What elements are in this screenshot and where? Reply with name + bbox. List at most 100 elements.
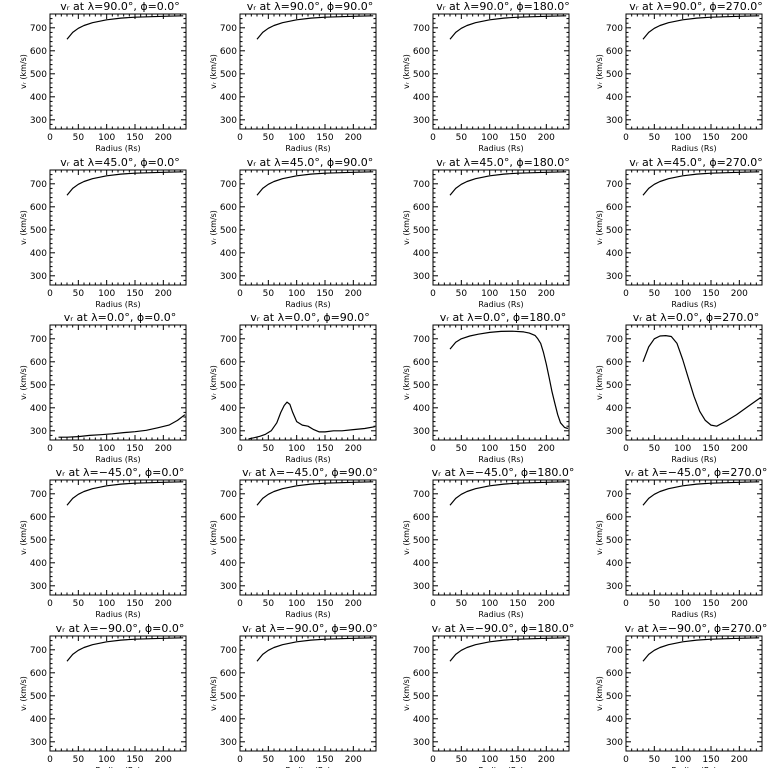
- x-tick-label: 150: [126, 444, 143, 454]
- x-tick-label: 200: [155, 289, 172, 299]
- x-tick-label: 50: [456, 289, 468, 299]
- y-tick-label: 300: [606, 116, 623, 126]
- x-tick-label: 200: [345, 599, 362, 609]
- x-tick-label: 100: [288, 444, 305, 454]
- x-tick-label: 200: [345, 289, 362, 299]
- y-axis-label: vᵣ (km/s): [402, 365, 411, 400]
- plot-frame: [625, 13, 763, 130]
- y-tick-label: 600: [413, 513, 430, 523]
- series-line: [256, 15, 374, 40]
- y-tick-label: 700: [606, 646, 623, 656]
- x-tick-label: 200: [538, 444, 555, 454]
- y-tick-label: 400: [220, 93, 237, 103]
- y-tick-label: 400: [606, 93, 623, 103]
- y-tick-label: 700: [413, 24, 430, 34]
- chart-title: vᵣ at λ=45.0°, ϕ=90.0°: [247, 156, 374, 169]
- x-tick-label: 50: [73, 444, 85, 454]
- y-tick-label: 500: [413, 70, 430, 80]
- x-tick-label: 150: [702, 444, 719, 454]
- x-tick-label: 200: [345, 755, 362, 765]
- x-tick-label: 100: [674, 289, 691, 299]
- x-tick-label: 0: [47, 133, 53, 143]
- y-tick-label: 300: [30, 427, 47, 437]
- x-axis-label: Radius (Rs): [671, 300, 716, 309]
- y-tick-label: 400: [220, 249, 237, 259]
- chart-title: vᵣ at λ=90.0°, ϕ=180.0°: [436, 0, 570, 13]
- y-tick-label: 300: [220, 272, 237, 282]
- x-tick-label: 100: [674, 444, 691, 454]
- x-tick-label: 50: [73, 289, 85, 299]
- y-axis-label: vᵣ (km/s): [595, 54, 604, 89]
- series-line: [66, 637, 184, 662]
- x-tick-label: 0: [430, 444, 436, 454]
- y-tick-label: 700: [30, 335, 47, 345]
- y-tick-label: 400: [413, 715, 430, 725]
- x-tick-label: 150: [126, 289, 143, 299]
- y-axis-label: vᵣ (km/s): [19, 365, 28, 400]
- series-line: [58, 414, 186, 438]
- y-tick-label: 300: [220, 116, 237, 126]
- x-tick-label: 100: [481, 289, 498, 299]
- plot-frame: [432, 635, 570, 752]
- y-axis-label: vᵣ (km/s): [595, 210, 604, 245]
- plot-frame: [625, 479, 763, 596]
- x-tick-label: 100: [288, 133, 305, 143]
- chart-panel: vᵣ at λ=45.0°, ϕ=90.0° 0 50 100 150 200 300 400…: [209, 156, 377, 309]
- x-tick-label: 0: [237, 444, 243, 454]
- series-line: [642, 335, 762, 427]
- x-tick-label: 50: [456, 444, 468, 454]
- chart-title: vᵣ at λ=45.0°, ϕ=180.0°: [436, 156, 570, 169]
- series-line: [256, 481, 374, 506]
- x-tick-label: 0: [430, 599, 436, 609]
- x-tick-label: 50: [73, 755, 85, 765]
- y-axis-label: vᵣ (km/s): [402, 676, 411, 711]
- plot-frame: [432, 13, 570, 130]
- x-tick-label: 0: [237, 599, 243, 609]
- series-line: [642, 171, 760, 196]
- y-tick-label: 500: [220, 226, 237, 236]
- x-tick-label: 0: [623, 755, 629, 765]
- y-tick-label: 600: [30, 47, 47, 57]
- x-tick-label: 50: [263, 133, 275, 143]
- x-tick-label: 100: [98, 755, 115, 765]
- x-tick-label: 0: [47, 289, 53, 299]
- x-tick-label: 50: [263, 599, 275, 609]
- plot-frame: [239, 324, 377, 441]
- chart-panel: vᵣ at λ=−90.0°, ϕ=0.0° 0 50 100 150 200 300 400…: [19, 622, 187, 768]
- chart-title: vᵣ at λ=−90.0°, ϕ=180.0°: [432, 622, 575, 635]
- plot-frame: [239, 635, 377, 752]
- x-axis-label: Radius (Rs): [285, 766, 330, 768]
- x-tick-label: 100: [288, 599, 305, 609]
- x-tick-label: 50: [456, 599, 468, 609]
- x-tick-label: 100: [98, 444, 115, 454]
- x-axis-label: Radius (Rs): [285, 455, 330, 464]
- x-tick-label: 100: [288, 289, 305, 299]
- x-tick-label: 150: [126, 133, 143, 143]
- y-tick-label: 400: [413, 559, 430, 569]
- x-tick-label: 200: [731, 444, 748, 454]
- y-tick-label: 500: [606, 536, 623, 546]
- x-tick-label: 0: [623, 599, 629, 609]
- y-tick-label: 500: [413, 226, 430, 236]
- plot-frame: [625, 635, 763, 752]
- chart-title: vᵣ at λ=45.0°, ϕ=0.0°: [60, 156, 180, 169]
- y-tick-label: 700: [30, 646, 47, 656]
- chart-title: vᵣ at λ=90.0°, ϕ=270.0°: [629, 0, 763, 13]
- x-axis-label: Radius (Rs): [478, 766, 523, 768]
- chart-title: vᵣ at λ=0.0°, ϕ=90.0°: [250, 311, 370, 324]
- y-tick-label: 700: [220, 180, 237, 190]
- x-tick-label: 150: [509, 133, 526, 143]
- y-axis-label: vᵣ (km/s): [209, 365, 218, 400]
- x-axis-label: Radius (Rs): [478, 144, 523, 153]
- x-tick-label: 50: [649, 289, 661, 299]
- x-tick-label: 200: [345, 444, 362, 454]
- y-tick-label: 300: [220, 427, 237, 437]
- y-tick-label: 400: [413, 93, 430, 103]
- y-tick-label: 600: [220, 47, 237, 57]
- chart-panel: vᵣ at λ=0.0°, ϕ=180.0° 0 50 100 150 200 300 400…: [402, 311, 570, 464]
- y-tick-label: 600: [30, 513, 47, 523]
- chart-panel: vᵣ at λ=−45.0°, ϕ=180.0° 0 50 100 150 200 300 4…: [402, 466, 574, 619]
- x-axis-label: Radius (Rs): [95, 300, 140, 309]
- x-tick-label: 0: [623, 289, 629, 299]
